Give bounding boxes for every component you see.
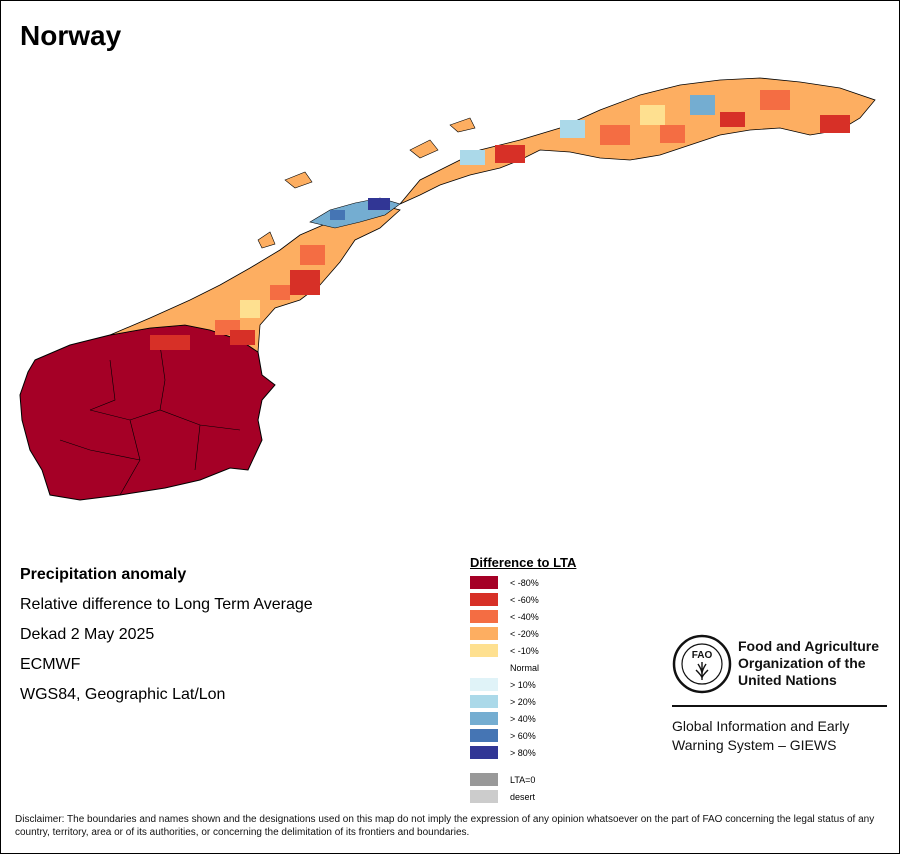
disclaimer: Disclaimer: The boundaries and names sho…: [15, 814, 875, 838]
fao-divider: [672, 705, 887, 707]
fao-name-line: Food and Agriculture: [738, 638, 880, 654]
legend-label: < -40%: [510, 611, 539, 622]
legend-item: > 60%: [470, 727, 576, 744]
legend: Difference to LTA < -80% < -60% < -40% < -2…: [470, 555, 576, 805]
legend-item: > 80%: [470, 744, 576, 761]
legend-label: > 60%: [510, 730, 536, 741]
wet-anomaly-cell: [330, 210, 345, 220]
fao-name-line: Organization of the: [738, 655, 866, 671]
giews-line: Global Information and Early: [672, 718, 850, 734]
central-anomaly-cells: [150, 245, 325, 350]
fao-name-line: United Nations: [738, 672, 837, 688]
legend-swatch: [470, 712, 498, 725]
info-period: Dekad 2 May 2025: [20, 626, 155, 643]
legend-item: LTA=0: [470, 771, 576, 788]
legend-label: < -60%: [510, 594, 539, 605]
southern-norway-region: [19, 324, 276, 501]
fao-block: FAO Food and Agriculture Organization of…: [672, 634, 887, 753]
wet-anomaly-core: [368, 198, 390, 210]
legend-item: > 10%: [470, 676, 576, 693]
county-borders: [59, 344, 241, 496]
legend-classes: < -80% < -60% < -40% < -20% < -10% Normal > 10…: [470, 574, 576, 761]
legend-item: desert: [470, 788, 576, 805]
legend-swatch: [470, 678, 498, 691]
legend-label: Normal: [510, 662, 540, 673]
legend-swatch: [470, 773, 498, 786]
northern-norway-region: [399, 77, 876, 205]
legend-item: < -60%: [470, 591, 576, 608]
legend-label: LTA=0: [510, 774, 536, 785]
legend-label: > 20%: [510, 696, 536, 707]
legend-item: < -20%: [470, 625, 576, 642]
legend-label: < -80%: [510, 577, 539, 588]
giews-name: Global Information and Early Warning Sys…: [672, 717, 892, 755]
legend-item: > 40%: [470, 710, 576, 727]
legend-swatch: [470, 610, 498, 623]
legend-swatch: [470, 593, 498, 606]
legend-swatch: [470, 576, 498, 589]
legend-label: > 40%: [510, 713, 536, 724]
giews-line: Warning System – GIEWS: [672, 737, 837, 753]
legend-item: < -80%: [470, 574, 576, 591]
legend-item: > 20%: [470, 693, 576, 710]
map-info: Precipitation anomaly Relative differenc…: [20, 560, 313, 710]
legend-swatch: [470, 661, 498, 674]
legend-swatch: [470, 746, 498, 759]
map-title: Norway: [20, 20, 122, 51]
legend-label: < -10%: [510, 645, 539, 656]
fao-name: Food and Agriculture Organization of the…: [738, 638, 898, 689]
info-description: Relative difference to Long Term Average: [20, 596, 313, 613]
legend-label: < -20%: [510, 628, 539, 639]
legend-extra: LTA=0 desert: [470, 771, 576, 805]
northern-anomaly-cells: [460, 90, 850, 165]
legend-item: < -40%: [470, 608, 576, 625]
svg-text:FAO: FAO: [692, 650, 713, 661]
info-variable: Precipitation anomaly: [20, 566, 187, 583]
legend-swatch: [470, 644, 498, 657]
info-source: ECMWF: [20, 656, 81, 673]
info-projection: WGS84, Geographic Lat/Lon: [20, 686, 226, 703]
legend-swatch: [470, 790, 498, 803]
precipitation-map: [19, 77, 876, 501]
fao-logo-icon: FAO: [672, 634, 732, 694]
legend-item: < -10%: [470, 642, 576, 659]
legend-label: desert: [510, 791, 536, 802]
legend-label: > 80%: [510, 747, 536, 758]
legend-swatch: [470, 627, 498, 640]
legend-item: Normal: [470, 659, 576, 676]
legend-title: Difference to LTA: [470, 555, 577, 570]
legend-swatch: [470, 729, 498, 742]
legend-label: > 10%: [510, 679, 536, 690]
coastal-islands: [257, 117, 476, 249]
legend-swatch: [470, 695, 498, 708]
